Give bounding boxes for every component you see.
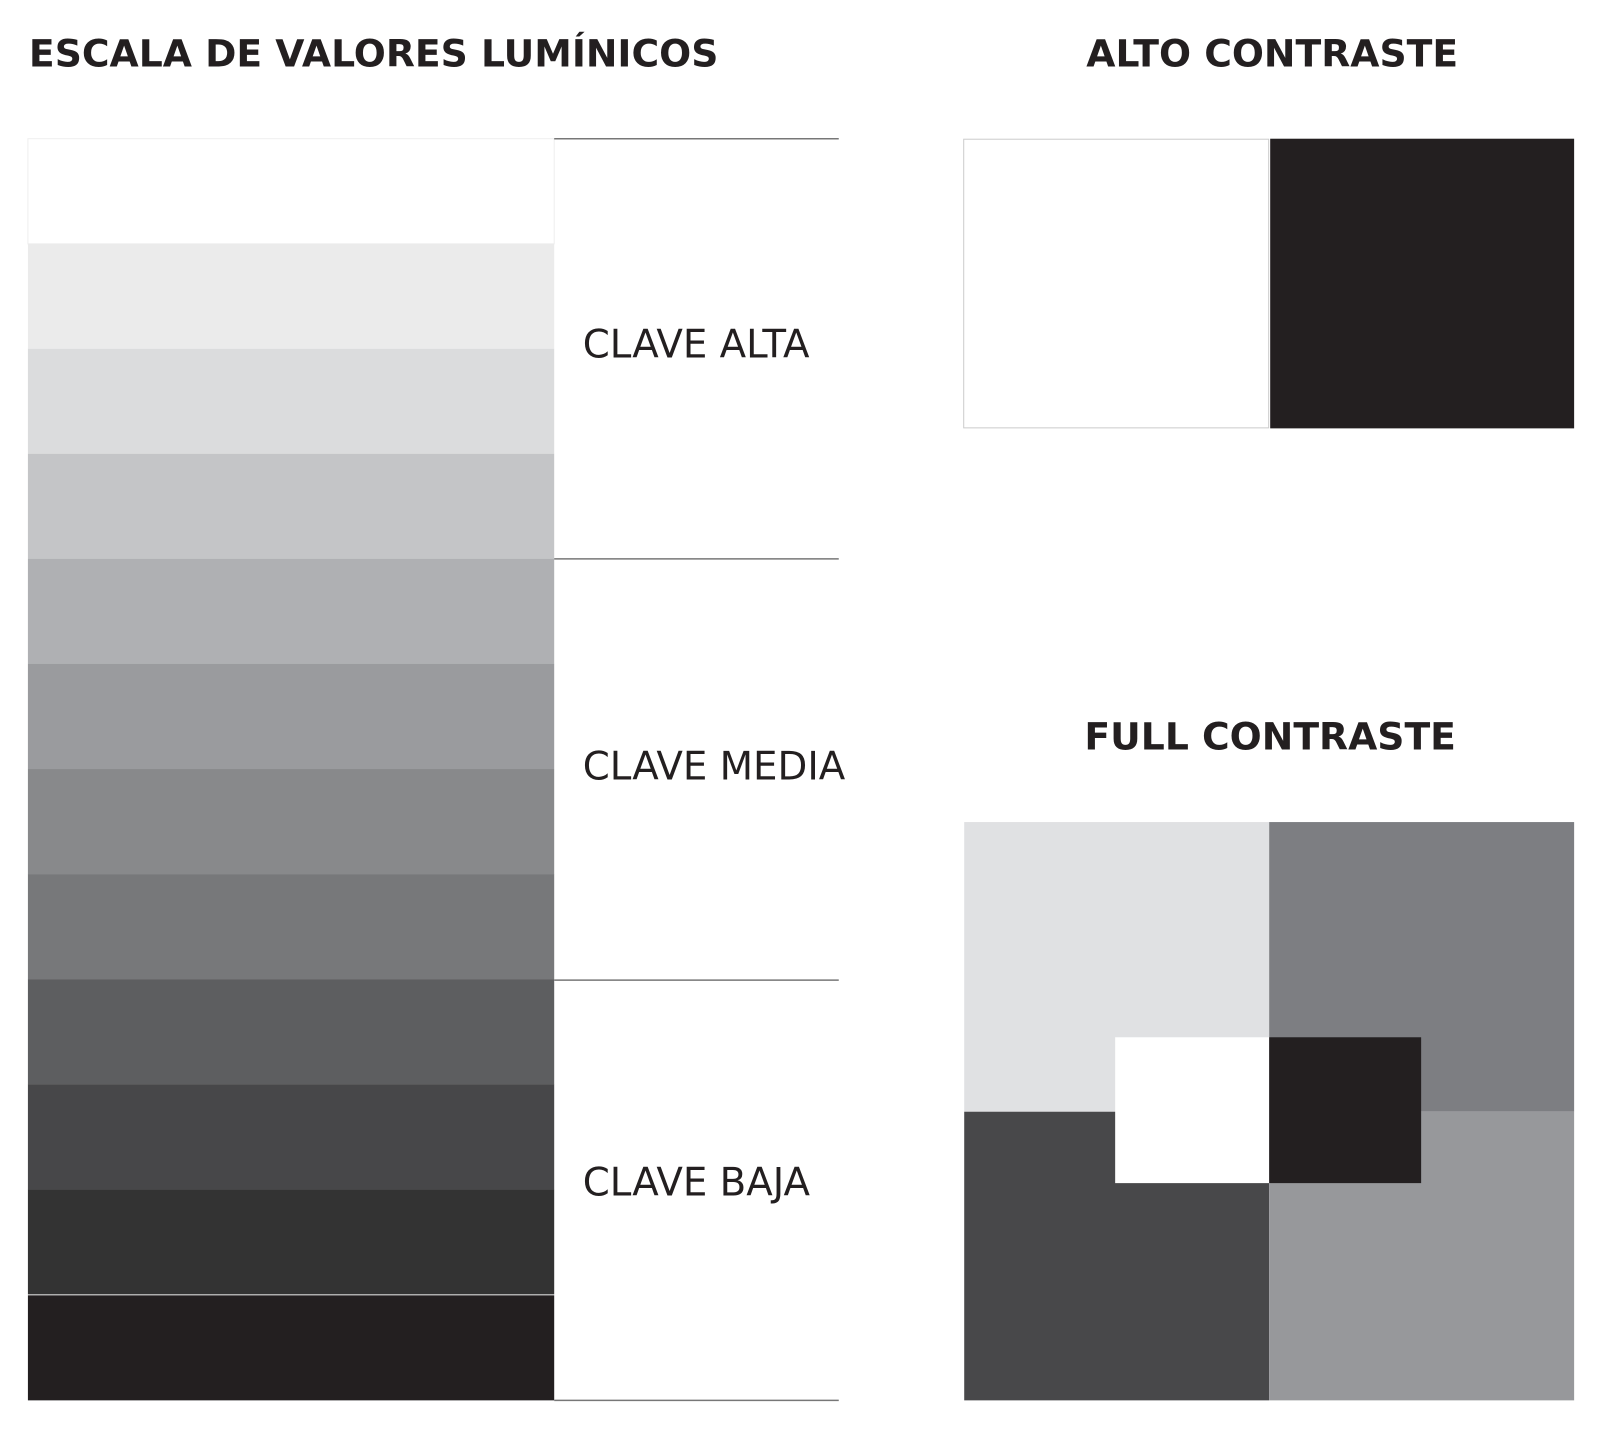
key-label: CLAVE ALTA	[583, 322, 810, 367]
full-contrast-title: FULL CONTRASTE	[1084, 715, 1456, 759]
value-scale	[27, 138, 555, 1401]
high-contrast-sample	[963, 138, 1575, 429]
black-block	[1270, 138, 1575, 429]
white-block	[1115, 1037, 1270, 1184]
key-label: CLAVE MEDIA	[583, 745, 846, 790]
key-label: CLAVE BAJA	[583, 1161, 811, 1206]
value-step	[27, 979, 555, 1085]
value-step	[27, 1084, 555, 1190]
white-block	[963, 138, 1270, 429]
full-contrast-sample	[964, 822, 1575, 1401]
value-step	[27, 769, 555, 875]
high-contrast-title: ALTO CONTRASTE	[1086, 31, 1458, 75]
value-step	[27, 138, 555, 245]
value-step	[27, 453, 555, 560]
value-step	[27, 1189, 555, 1295]
value-step	[27, 243, 555, 349]
black-block	[1269, 1037, 1422, 1184]
value-step	[27, 348, 555, 454]
scale-title: ESCALA DE VALORES LUMÍNICOS	[29, 31, 718, 75]
value-step	[27, 558, 555, 665]
value-step	[27, 874, 555, 980]
value-step	[27, 663, 555, 770]
value-step	[27, 1295, 555, 1401]
